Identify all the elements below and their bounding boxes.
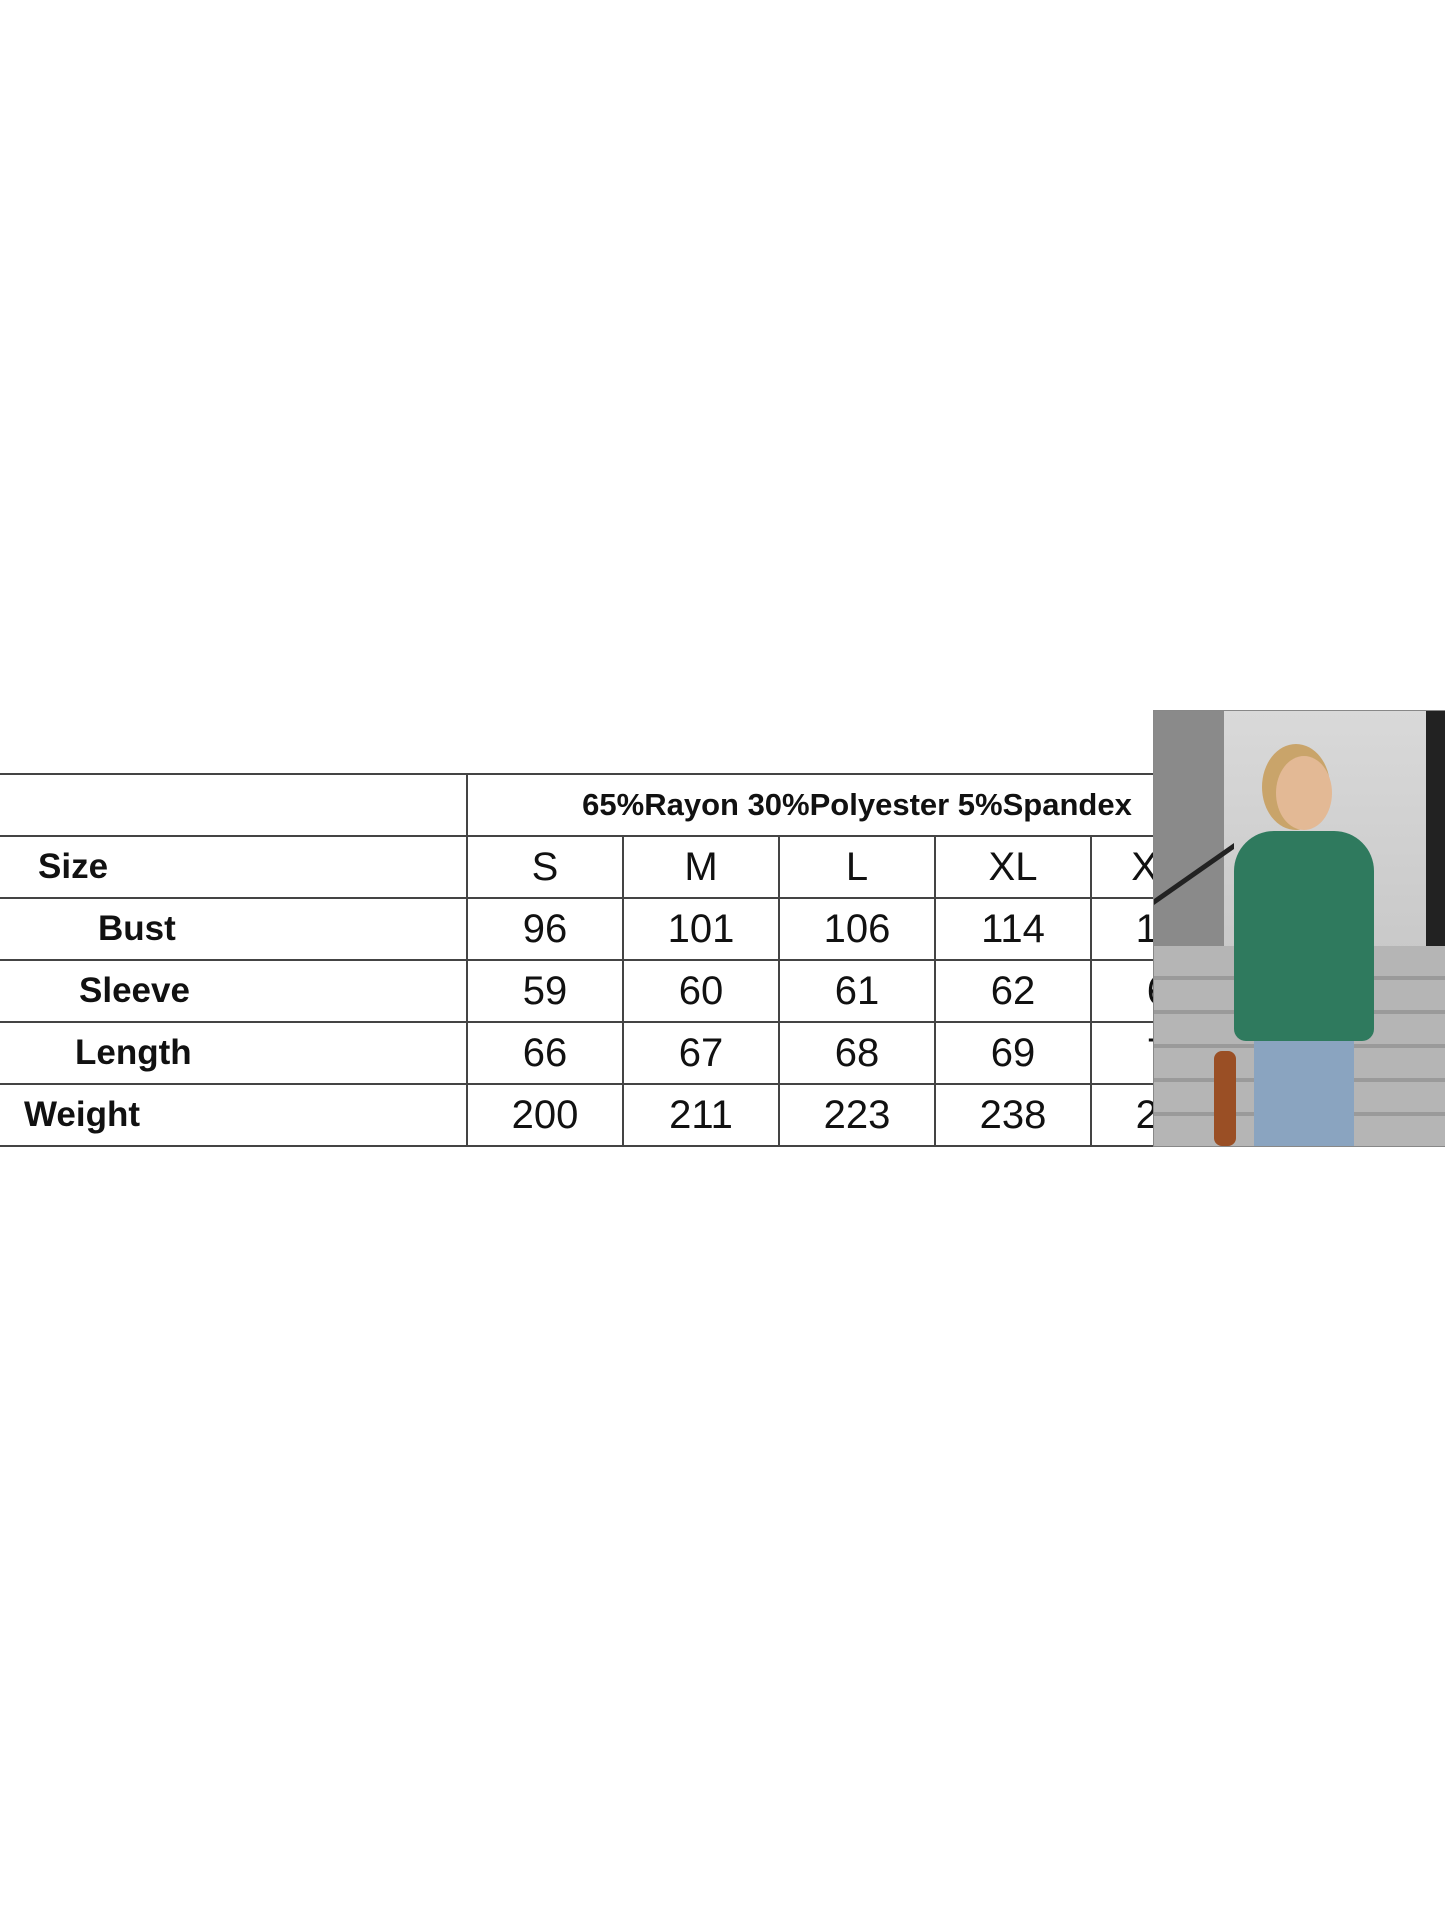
cell: 66 [466, 1021, 624, 1085]
size-xl: XL [934, 835, 1092, 899]
cell: 67 [622, 1021, 780, 1085]
cell: 114 [934, 897, 1092, 961]
empty-cell [0, 773, 468, 837]
door [1426, 711, 1445, 971]
model-head [1276, 756, 1332, 830]
row-label: Sleeve [0, 959, 468, 1023]
table-row: Bust 96 101 106 114 122 [0, 897, 1248, 961]
cell: 69 [934, 1021, 1092, 1085]
cell: 238 [934, 1083, 1092, 1147]
cell: 59 [466, 959, 624, 1023]
row-label: Length [0, 1021, 468, 1085]
size-m: M [622, 835, 780, 899]
jeans [1254, 1031, 1354, 1146]
row-label: Bust [0, 897, 468, 961]
size-chart-table: 65%Rayon 30%Polyester 5%Spandex Size S M… [0, 773, 1248, 1147]
cell: 61 [778, 959, 936, 1023]
size-s: S [466, 835, 624, 899]
cell: 211 [622, 1083, 780, 1147]
table-row: Length 66 67 68 69 70 [0, 1021, 1248, 1085]
material-text: 65%Rayon 30%Polyester 5%Spandex [466, 773, 1248, 837]
cell: 200 [466, 1083, 624, 1147]
size-label: Size [0, 835, 468, 899]
cell: 223 [778, 1083, 936, 1147]
cell: 101 [622, 897, 780, 961]
table-row: Sleeve 59 60 61 62 63 [0, 959, 1248, 1023]
row-label: Weight [0, 1083, 468, 1147]
size-l: L [778, 835, 936, 899]
green-shirt [1234, 831, 1374, 1041]
table-row: Weight 200 211 223 238 254 [0, 1083, 1248, 1147]
cell: 106 [778, 897, 936, 961]
product-photo [1153, 710, 1445, 1147]
handbag [1214, 1051, 1236, 1146]
wall [1154, 711, 1224, 951]
material-row: 65%Rayon 30%Polyester 5%Spandex [0, 773, 1248, 837]
cell: 62 [934, 959, 1092, 1023]
cell: 68 [778, 1021, 936, 1085]
cell: 96 [466, 897, 624, 961]
cell: 60 [622, 959, 780, 1023]
size-header-row: Size S M L XL XXL [0, 835, 1248, 899]
